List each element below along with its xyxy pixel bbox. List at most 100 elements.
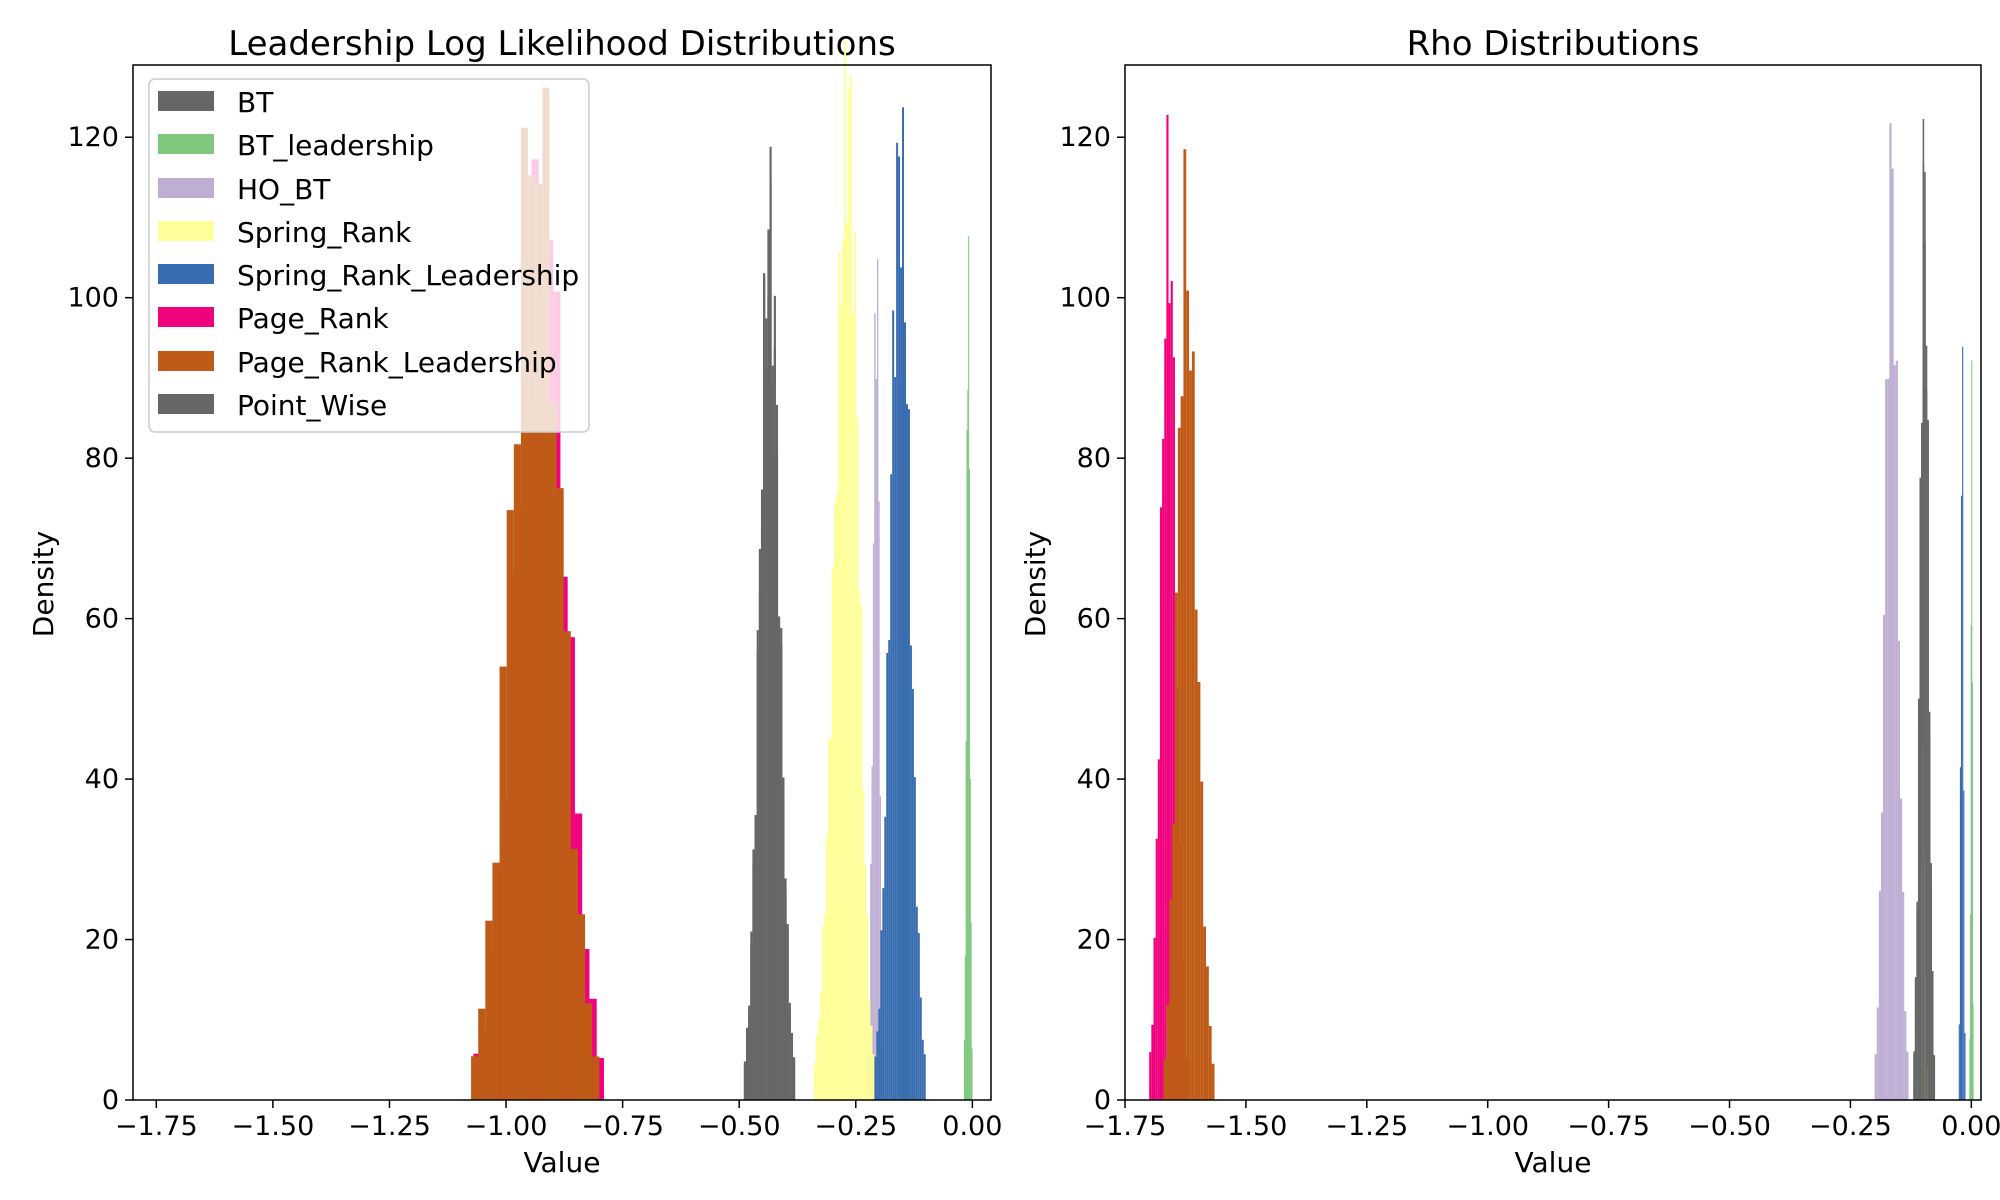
histogram-bar [743,1064,746,1100]
histogram-bar [769,146,772,1100]
legend-label: Spring_Rank [237,216,412,249]
histogram-bar [758,548,761,1100]
histogram-bar [970,922,972,1100]
histogram-bar [819,992,822,1100]
histogram-bar [1164,338,1167,1100]
histogram-bar [886,653,889,1100]
y-tick-label: 100 [67,283,119,314]
x-tick-label: −0.50 [698,1111,781,1142]
chart-title: Rho Distributions [1407,24,1700,64]
histogram-bar [1924,171,1926,1100]
histogram-bar [1157,759,1160,1100]
y-tick-label: 0 [102,1085,119,1116]
histogram-bar [890,474,893,1100]
histogram-bar [831,567,835,1100]
histogram-bar [1927,422,1929,1100]
histogram-bar [1883,614,1886,1100]
histogram-bar [1959,767,1962,1100]
histogram-bar [1206,966,1209,1100]
histogram-bar [1203,926,1206,1100]
histogram-bar [778,630,781,1100]
legend-swatch [158,307,214,327]
histogram-bar [874,1056,877,1100]
axes-frame [1124,64,1982,1101]
chart-title: Leadership Log Likelihood Distributions [228,24,896,64]
histogram-bar [1191,351,1195,1100]
histogram-bar [549,402,557,1100]
histogram-bar [1155,838,1158,1100]
x-tick-label: −0.50 [1688,1111,1771,1142]
legend-label: BT [237,86,274,119]
x-tick-label: −1.50 [232,1111,315,1142]
histogram-bar [965,740,967,1100]
histogram-bar [780,644,783,1100]
legend-swatch [158,394,214,414]
histogram-bar [577,914,586,1100]
y-tick-label: 120 [67,122,119,153]
histogram-bar [1172,823,1175,1100]
y-tick-label: 40 [1077,764,1111,795]
y-axis-label: Density [1019,531,1052,637]
histogram-bar [1971,360,1973,1100]
histogram-bar [964,955,966,1100]
histogram-bar [850,74,853,1101]
histogram-bar [1970,914,1972,1100]
legend-swatch [158,264,214,284]
legend-swatch [158,221,214,241]
y-tick-label: 20 [1077,925,1111,956]
histogram-bar [1172,357,1175,1100]
histogram-bar [892,310,895,1100]
histogram-bar [815,1034,818,1100]
histogram-bar [542,87,550,1101]
histogram-bar [876,259,879,1100]
histogram-bar [823,914,826,1100]
histogram-bar [838,252,841,1100]
histogram-bar [1958,1024,1960,1100]
histogram-bar [1969,1039,1971,1100]
histogram-bar [1177,427,1181,1100]
histogram-bar [1163,1059,1167,1100]
histogram-bar [1194,609,1198,1100]
histogram-bar [844,40,847,1100]
histogram-bar [840,305,843,1100]
x-tick-label: 0.00 [1941,1111,2000,1142]
histogram-bar [1885,379,1888,1100]
histogram-bar [1902,891,1905,1100]
histogram-bar [900,267,903,1100]
x-tick-label: −0.75 [581,1111,664,1142]
histogram-bar [1180,396,1184,1100]
histogram-bar [834,502,837,1101]
histogram-bar [790,1037,794,1100]
histogram-bar [1174,592,1178,1100]
histogram-bar [1897,640,1900,1100]
histogram-bar [871,766,873,1100]
histogram-bar [1964,1033,1966,1100]
histogram-bar [888,639,891,1100]
histogram-bar [862,789,865,1100]
chart-right: Rho Distributions −1.75 −1.50 −1.25 −1.00 −0… [1019,24,2000,1179]
histogram-bar [856,416,859,1100]
histogram-bar [1166,114,1169,1101]
histogram-bar [971,1048,973,1100]
histogram-bar [969,778,971,1100]
axes-frame [132,64,992,1101]
histogram-bar [793,1057,796,1100]
histogram-bar [513,444,521,1100]
histogram-bar [1874,1054,1877,1100]
histogram-bar [485,920,493,1100]
histogram-bar [506,510,514,1101]
histogram-bar [1971,682,1973,1100]
histogram-bar [872,1054,875,1100]
histogram-bar [1189,370,1192,1100]
histogram-bar [585,1003,593,1100]
histogram-bar [478,1008,486,1100]
histogram-bar [756,650,759,1100]
x-tick-label: −1.00 [465,1111,548,1142]
histogram-bar [860,605,863,1100]
legend-frame [148,78,590,433]
histogram-bar [1895,360,1898,1100]
histogram-bar [909,645,912,1100]
histogram-bar [1906,1051,1909,1100]
histogram-bar [1963,790,1965,1100]
histogram-bar [765,318,768,1100]
